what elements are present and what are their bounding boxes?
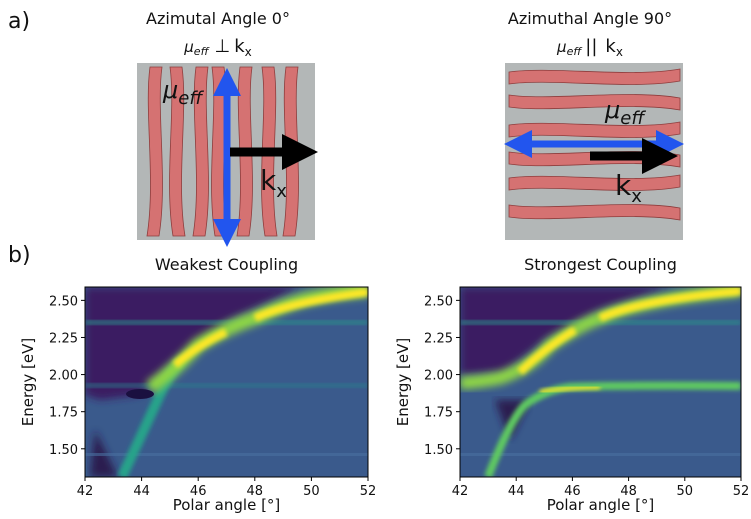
relation: μeff || kx xyxy=(556,36,623,59)
chart-title: Weakest Coupling xyxy=(155,255,298,274)
chart-title: Strongest Coupling xyxy=(524,255,677,274)
y-tick-label: 2.50 xyxy=(424,294,453,309)
y-tick-label: 1.50 xyxy=(49,443,78,458)
y-tick-label: 2.25 xyxy=(49,331,78,346)
k: k xyxy=(605,36,616,57)
k-label: kx xyxy=(615,169,642,207)
k-sub: x xyxy=(616,45,623,59)
x-tick-label: 44 xyxy=(508,484,525,499)
y-axis-label: Energy [eV] xyxy=(19,338,37,426)
y-tick-label: 2.50 xyxy=(49,294,78,309)
mu: μ xyxy=(556,38,567,56)
x-axis-label: Polar angle [°] xyxy=(173,496,281,514)
y-tick-label: 2.00 xyxy=(49,369,78,384)
x-tick-label: 42 xyxy=(452,484,469,499)
x-tick-label: 52 xyxy=(733,484,750,499)
heatmap-image xyxy=(85,287,368,477)
x-tick-label: 50 xyxy=(677,484,694,499)
mu-label: μeff xyxy=(604,96,646,129)
x-tick-label: 44 xyxy=(133,484,150,499)
schematic-title: Azimuthal Angle 90° xyxy=(508,9,672,28)
ribbon xyxy=(508,174,681,191)
plot-frame xyxy=(84,286,369,478)
y-tick-label: 1.75 xyxy=(424,406,453,421)
ribbon xyxy=(508,204,681,221)
mu-sub: eff xyxy=(567,45,583,58)
ribbon xyxy=(169,66,186,237)
mu-sub: eff xyxy=(178,88,204,109)
k-sub: x xyxy=(276,181,287,202)
heatmap-image xyxy=(460,287,741,477)
x-tick-label: 48 xyxy=(247,484,264,499)
k-label: kx xyxy=(260,164,287,202)
y-tick-label: 1.50 xyxy=(424,443,453,458)
x-tick-label: 42 xyxy=(77,484,94,499)
y-tick-label: 1.75 xyxy=(49,406,78,421)
k: k xyxy=(260,164,277,197)
y-tick-label: 2.25 xyxy=(424,331,453,346)
k-sub: x xyxy=(631,186,642,207)
k-sub: x xyxy=(245,45,252,59)
relation-symbol: ⊥ xyxy=(215,36,231,57)
x-axis-label: Polar angle [°] xyxy=(547,496,655,514)
k: k xyxy=(234,36,245,57)
x-tick-label: 46 xyxy=(190,484,207,499)
mu: μ xyxy=(162,76,178,104)
k: k xyxy=(615,169,632,202)
ribbon xyxy=(192,66,209,237)
mu-sub: eff xyxy=(620,108,646,129)
schematic-title: Azimutal Angle 0° xyxy=(146,9,290,28)
relation-symbol: || xyxy=(585,36,597,57)
ribbon xyxy=(508,68,681,85)
relation: μeff ⊥ kx xyxy=(183,36,252,59)
x-tick-label: 52 xyxy=(360,484,377,499)
y-tick-label: 2.00 xyxy=(424,369,453,384)
y-axis-label: Energy [eV] xyxy=(394,338,412,426)
x-tick-label: 50 xyxy=(303,484,320,499)
ribbon xyxy=(146,66,163,237)
plot-frame xyxy=(459,286,742,478)
mu: μ xyxy=(183,38,194,56)
panel-label: b) xyxy=(8,243,31,268)
mu: μ xyxy=(604,96,620,124)
mu-sub: eff xyxy=(194,45,210,58)
panel-label: a) xyxy=(8,9,30,34)
ribbon xyxy=(508,94,681,111)
x-tick-label: 46 xyxy=(564,484,581,499)
x-tick-label: 48 xyxy=(620,484,637,499)
mu-label: μeff xyxy=(162,76,204,109)
